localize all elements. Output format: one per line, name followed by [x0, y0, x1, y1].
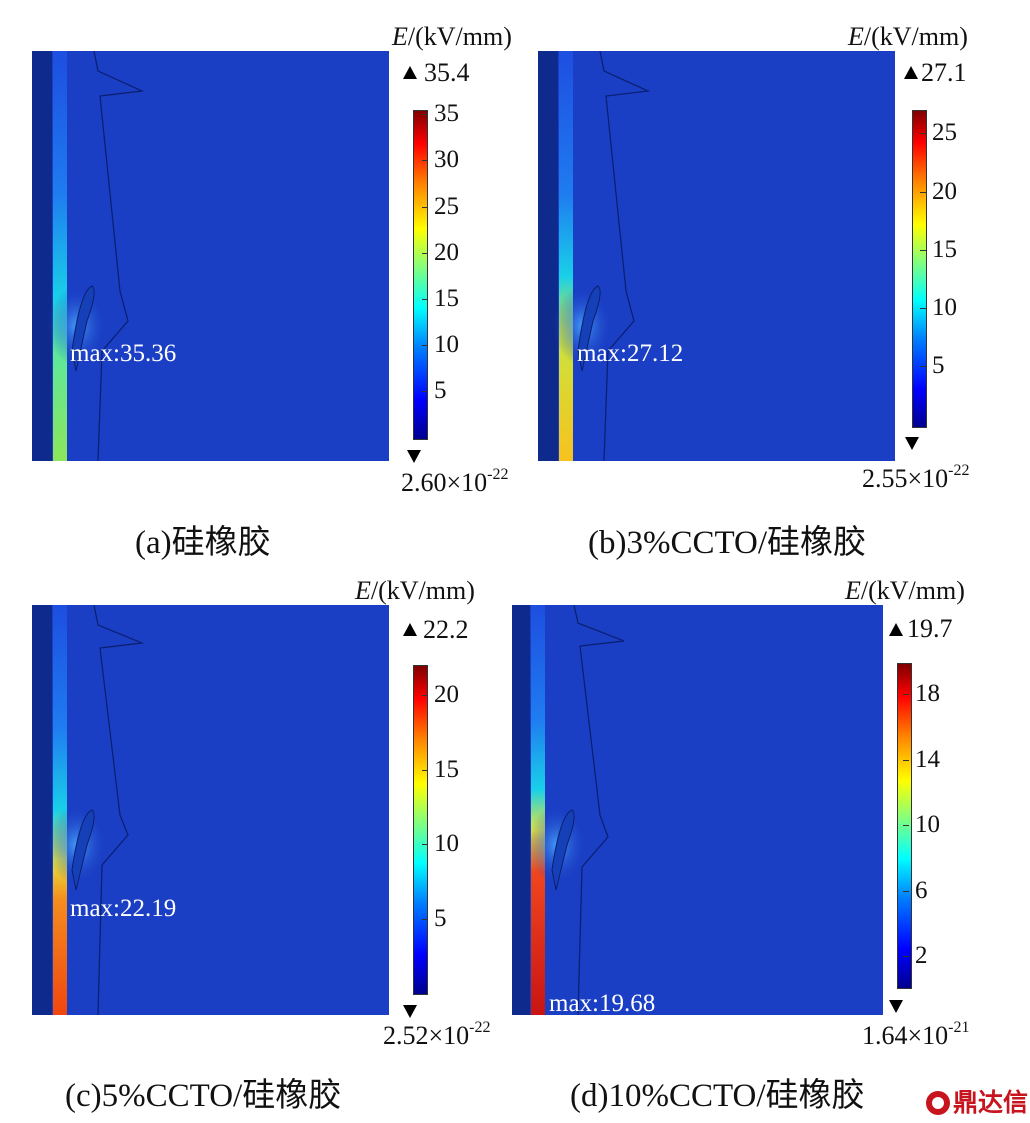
field-plot-b [538, 51, 895, 461]
tick-a-20: 20 [422, 239, 459, 266]
tick-c-10: 10 [422, 830, 459, 857]
max-value-label-d: max:19.68 [549, 990, 656, 1017]
colorbar-min-c: 2.52×10-22 [383, 1019, 491, 1050]
field-plot-c [32, 605, 389, 1015]
caption-d: (d)10%CCTO/硅橡胶 [570, 1078, 865, 1114]
caption-c: (c)5%CCTO/硅橡胶 [65, 1078, 342, 1114]
caption-b: (b)3%CCTO/硅橡胶 [588, 525, 867, 561]
colorbar-d [897, 663, 912, 989]
tick-c-15: 15 [422, 756, 459, 783]
max-arrow-icon-d [889, 623, 903, 636]
colorbar-b [912, 110, 927, 428]
tick-b-15: 15 [920, 236, 957, 263]
tick-c-5: 5 [422, 905, 447, 932]
tick-a-5: 5 [422, 377, 447, 404]
unit-label-a: E/(kV/mm) [392, 22, 512, 51]
colorbar-max-c: 22.2 [423, 615, 469, 644]
max-arrow-icon-b [904, 66, 918, 79]
max-value-label-a: max:35.36 [70, 340, 177, 367]
min-arrow-icon-b [905, 437, 919, 450]
min-arrow-icon-d [889, 1000, 903, 1013]
tick-d-18: 18 [903, 680, 940, 707]
watermark: 鼎达信 [926, 1083, 1028, 1119]
watermark-text: 鼎达信 [953, 1088, 1029, 1117]
caption-a: (a)硅橡胶 [135, 525, 271, 561]
unit-label-c: E/(kV/mm) [355, 576, 475, 605]
colorbar-min-b: 2.55×10-22 [862, 462, 970, 493]
tick-a-35: 35 [422, 100, 459, 127]
colorbar-c [413, 665, 428, 995]
colorbar-min-a: 2.60×10-22 [401, 466, 509, 497]
tick-b-5: 5 [920, 352, 945, 379]
tick-d-2: 2 [903, 942, 928, 969]
tick-b-25: 25 [920, 119, 957, 146]
tick-b-10: 10 [920, 294, 957, 321]
max-arrow-icon-c [403, 623, 417, 636]
colorbar-max-a: 35.4 [424, 58, 470, 87]
field-plot-d [512, 605, 883, 1015]
tick-b-20: 20 [920, 178, 957, 205]
colorbar-max-b: 27.1 [921, 58, 967, 87]
tick-c-20: 20 [422, 681, 459, 708]
max-value-label-c: max:22.19 [70, 895, 177, 922]
max-value-label-b: max:27.12 [577, 340, 684, 367]
min-arrow-icon-c [403, 1005, 417, 1018]
tick-d-14: 14 [903, 746, 940, 773]
field-plot-a [32, 51, 389, 461]
min-arrow-icon-a [407, 450, 421, 463]
unit-label-d: E/(kV/mm) [845, 576, 965, 605]
tick-a-10: 10 [422, 331, 459, 358]
unit-label-b: E/(kV/mm) [848, 22, 968, 51]
colorbar-max-d: 19.7 [907, 614, 953, 643]
tick-d-10: 10 [903, 811, 940, 838]
max-arrow-icon-a [403, 66, 417, 79]
colorbar-min-d: 1.64×10-21 [862, 1019, 970, 1050]
tick-a-15: 15 [422, 285, 459, 312]
tick-a-30: 30 [422, 146, 459, 173]
brand-logo-icon [926, 1091, 950, 1115]
tick-a-25: 25 [422, 193, 459, 220]
colorbar-a [413, 110, 428, 440]
tick-d-6: 6 [903, 877, 928, 904]
